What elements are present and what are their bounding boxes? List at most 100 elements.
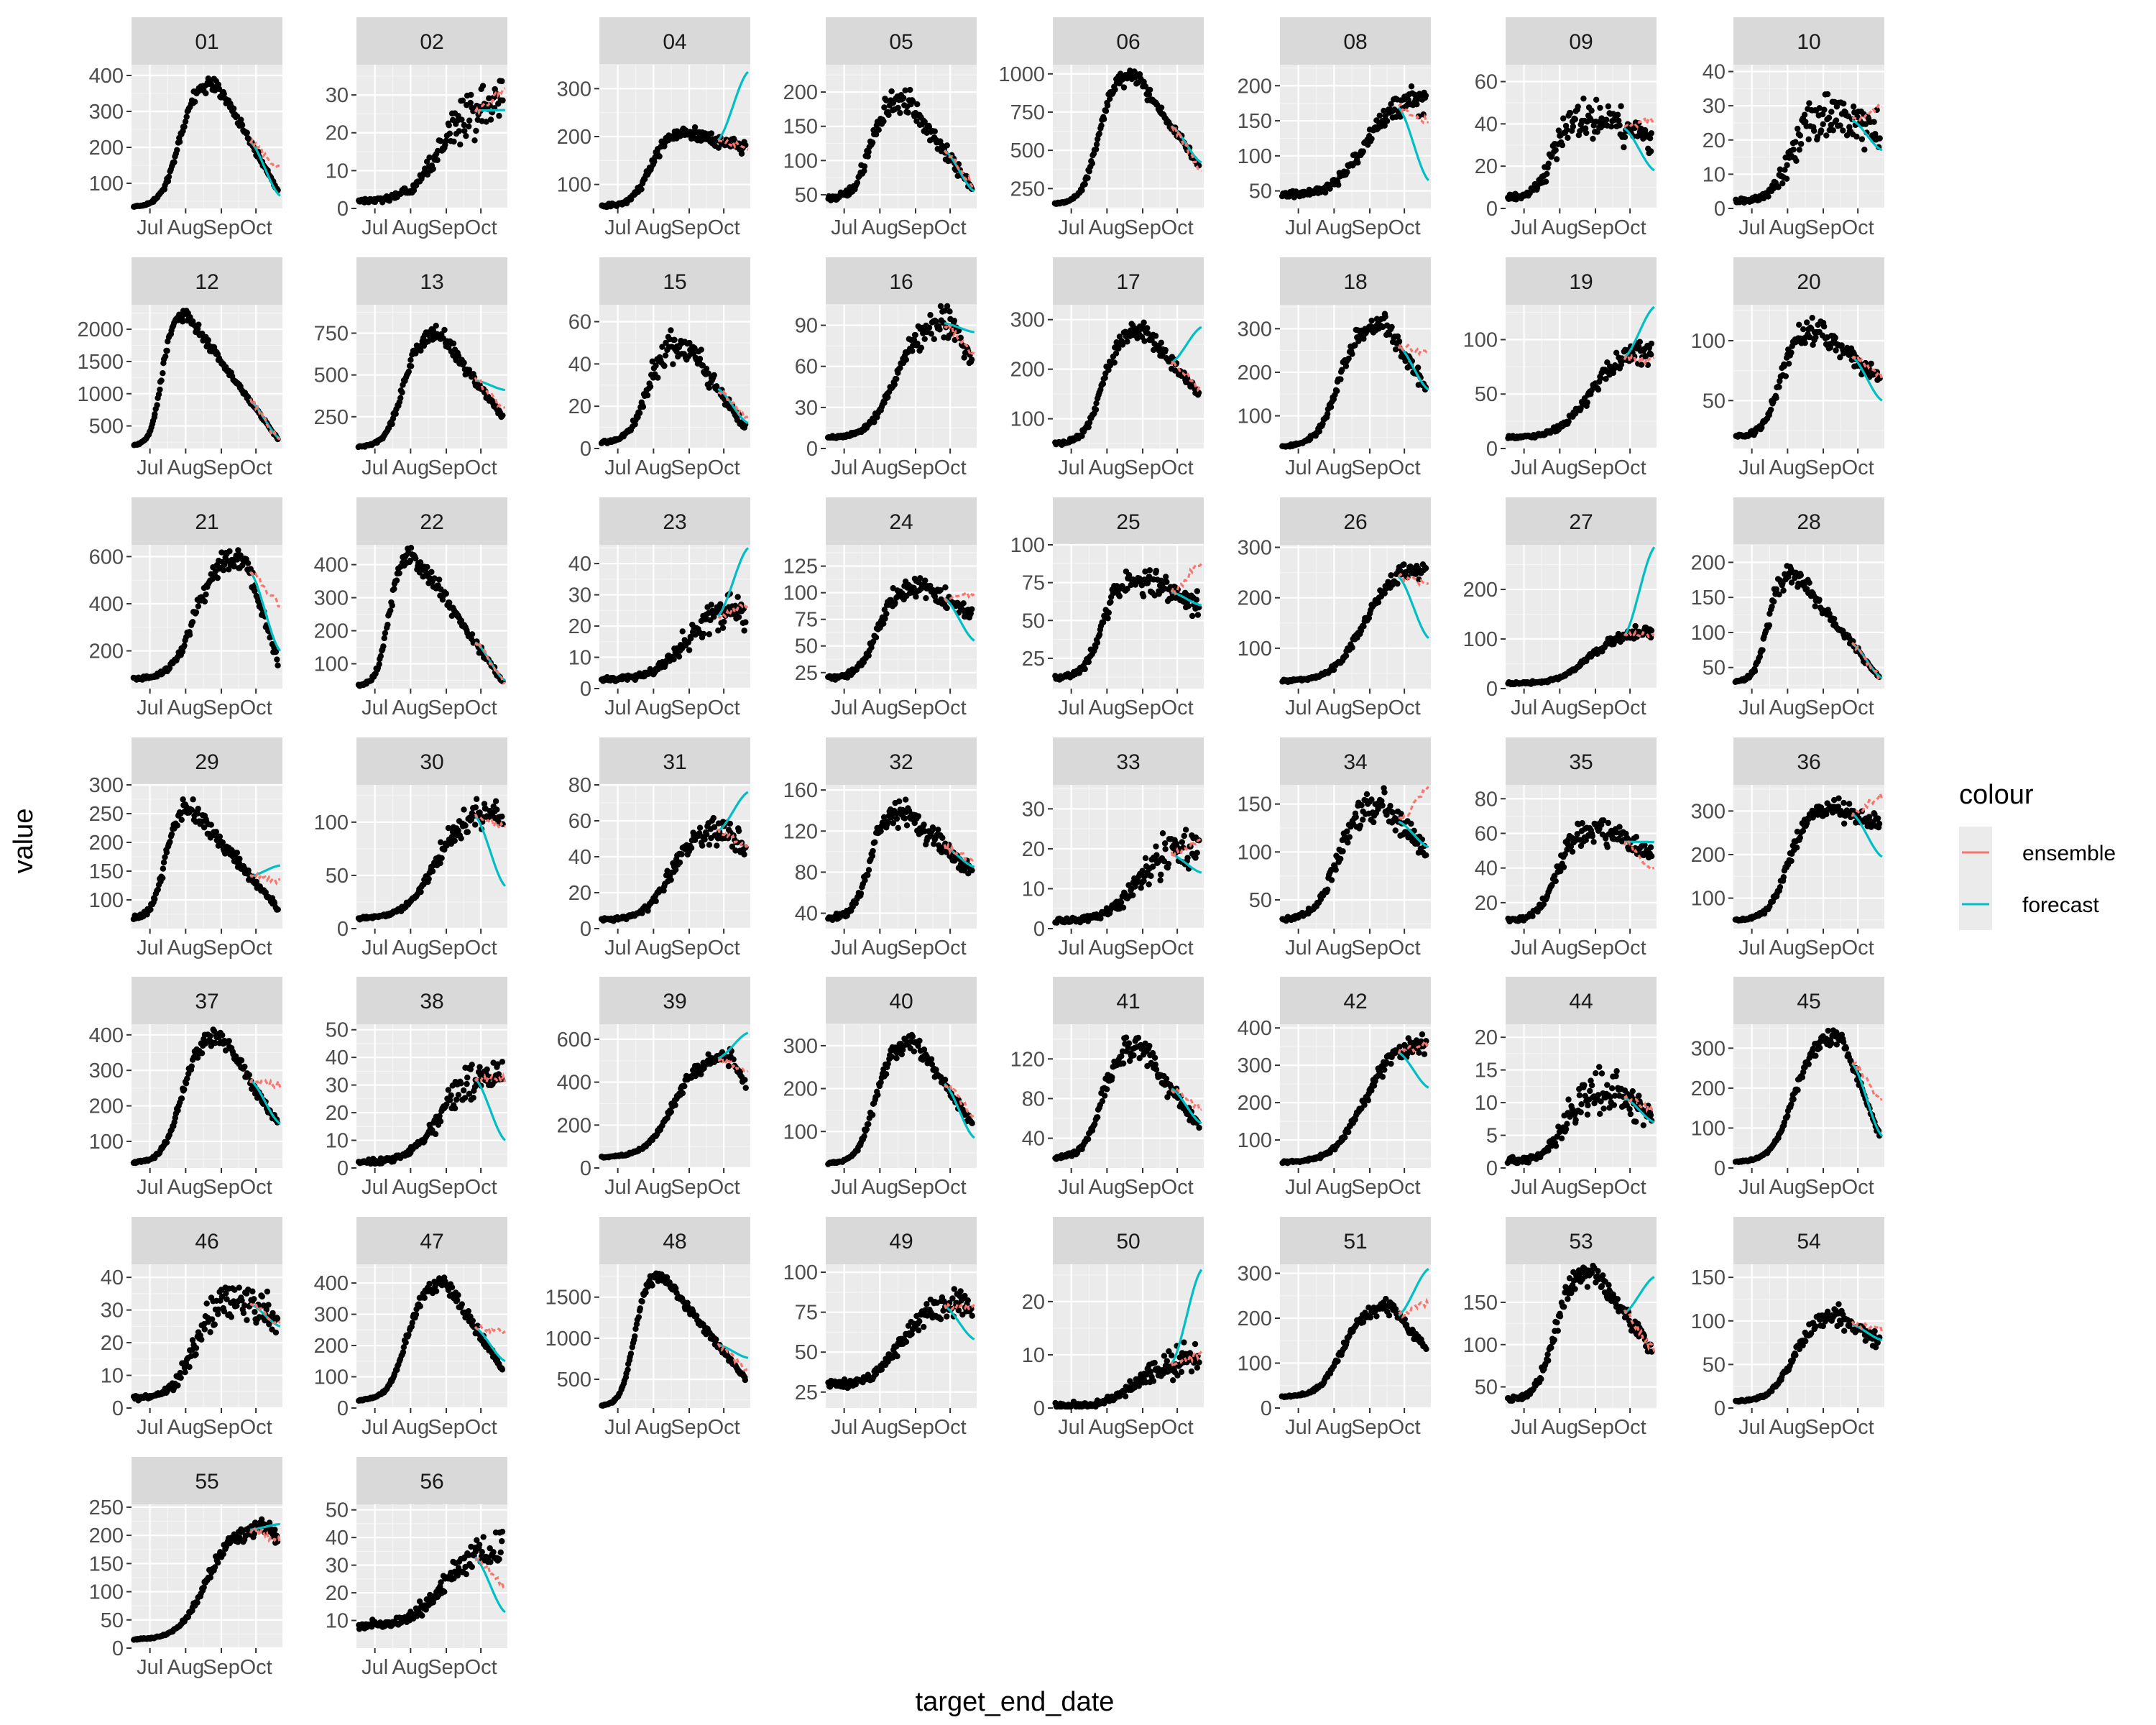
observed-point xyxy=(670,361,676,367)
observed-point xyxy=(1800,326,1807,333)
observed-point xyxy=(1396,338,1403,345)
observed-point xyxy=(1833,347,1839,354)
observed-point xyxy=(1152,333,1159,339)
y-tick-label: 100 xyxy=(783,150,818,172)
observed-point xyxy=(186,632,193,638)
observed-point xyxy=(160,875,166,881)
observed-point xyxy=(1588,107,1595,114)
y-tick-label: 150 xyxy=(1238,110,1272,133)
observed-point xyxy=(644,392,651,399)
observed-point xyxy=(425,875,432,882)
x-tick-label: Jul xyxy=(1285,696,1312,719)
observed-point xyxy=(700,630,707,638)
observed-point xyxy=(436,576,443,583)
y-tick-label: 0 xyxy=(580,678,591,701)
observed-point xyxy=(1335,181,1342,188)
y-tick-label: 200 xyxy=(1238,587,1272,610)
observed-point xyxy=(1542,178,1549,185)
observed-point xyxy=(696,356,704,362)
observed-point xyxy=(238,116,244,123)
observed-point xyxy=(193,609,200,616)
x-tick-label: Sep xyxy=(203,696,240,719)
observed-point xyxy=(467,99,474,106)
observed-point xyxy=(686,647,693,653)
x-tick-label: Jul xyxy=(1511,456,1537,479)
observed-point xyxy=(721,618,727,625)
x-tick-label: Sep xyxy=(428,696,465,719)
observed-point xyxy=(1105,610,1112,616)
x-tick-label: Jul xyxy=(1511,696,1537,719)
observed-point xyxy=(181,124,188,130)
observed-point xyxy=(469,631,476,638)
observed-point xyxy=(220,567,227,574)
observed-point xyxy=(157,386,163,393)
observed-point xyxy=(1812,334,1819,341)
x-tick-label: Sep xyxy=(671,696,708,719)
observed-point xyxy=(1759,647,1766,653)
y-tick-label: 150 xyxy=(1691,586,1726,610)
panel-strip-label: 04 xyxy=(663,30,686,54)
observed-point xyxy=(163,849,170,856)
x-tick-label: Sep xyxy=(1805,216,1842,239)
observed-point xyxy=(1634,133,1641,139)
observed-point xyxy=(1394,580,1401,587)
y-tick-label: 90 xyxy=(795,315,818,338)
observed-point xyxy=(944,604,950,612)
y-tick-label: 50 xyxy=(1475,383,1498,406)
observed-point xyxy=(1820,121,1826,127)
observed-point xyxy=(1636,339,1644,345)
panel-strip-label: 12 xyxy=(195,270,218,294)
panel-strip-label: 30 xyxy=(420,750,443,774)
x-tick-label: Oct xyxy=(1161,456,1194,479)
observed-point xyxy=(1782,373,1789,380)
observed-point xyxy=(380,643,387,650)
x-tick-label: Aug xyxy=(1769,696,1807,719)
observed-point xyxy=(708,130,715,137)
observed-point xyxy=(1082,666,1088,673)
observed-point xyxy=(1803,319,1810,326)
observed-point xyxy=(1401,561,1407,568)
observed-point xyxy=(1120,84,1128,91)
observed-point xyxy=(457,141,464,148)
x-tick-label: Jul xyxy=(361,937,388,960)
observed-point xyxy=(1422,565,1429,571)
x-tick-label: Jul xyxy=(1738,696,1765,719)
forecast-line xyxy=(1623,127,1655,172)
observed-point xyxy=(1833,117,1840,124)
x-tick-label: Oct xyxy=(1842,456,1874,479)
observed-point xyxy=(221,91,227,97)
observed-point xyxy=(176,139,183,145)
panel-strip-label: 15 xyxy=(663,270,686,294)
observed-point xyxy=(461,359,467,366)
observed-point xyxy=(1824,91,1831,98)
observed-point xyxy=(1327,404,1335,410)
observed-point xyxy=(1773,395,1779,401)
observed-point xyxy=(1616,122,1623,129)
observed-point xyxy=(1164,579,1170,585)
observed-point xyxy=(459,116,465,123)
forecast-line xyxy=(249,140,281,197)
observed-point xyxy=(382,630,389,637)
observed-point xyxy=(1828,121,1834,129)
observed-point xyxy=(1648,627,1655,634)
observed-point xyxy=(636,410,643,416)
observed-point xyxy=(742,619,749,625)
observed-point xyxy=(1552,147,1559,154)
x-tick-label: Sep xyxy=(1805,456,1842,479)
observed-point xyxy=(1368,135,1375,142)
panel-strip-label: 02 xyxy=(420,30,443,54)
observed-point xyxy=(1765,193,1772,200)
x-tick-label: Oct xyxy=(465,696,497,719)
ensemble-line xyxy=(717,138,748,151)
forecast-line xyxy=(717,70,750,142)
panel-strip-label: 29 xyxy=(195,750,218,774)
observed-point xyxy=(158,377,165,384)
